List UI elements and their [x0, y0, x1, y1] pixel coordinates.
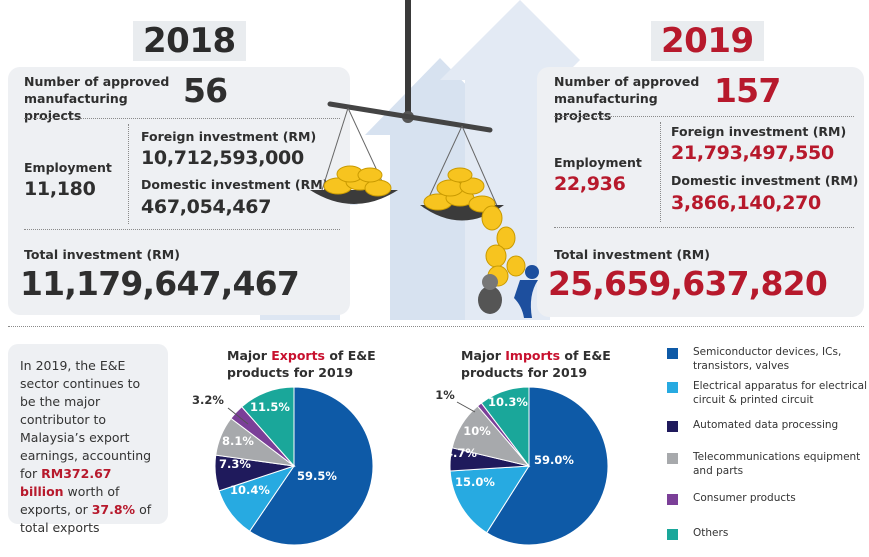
legend-item: Others [667, 526, 867, 540]
pie-slice [241, 386, 295, 468]
exports-chart-title: Major Exports of E&E products for 2019 [227, 347, 397, 381]
divider [554, 116, 854, 117]
pie-data-label: 1% [435, 388, 455, 402]
legend-swatch [667, 453, 678, 464]
section-separator [8, 326, 864, 327]
total-value-2019: 25,659,637,820 [548, 264, 828, 303]
legend-label: Automated data processing [693, 419, 839, 431]
legend-swatch [667, 421, 678, 432]
divider [128, 124, 129, 224]
pie-data-label: 7.3% [219, 457, 251, 471]
imports-chart-title: Major Imports of E&E products for 2019 [461, 347, 631, 381]
foreign-label-2019: Foreign investment (RM) [671, 124, 847, 139]
legend-label: Telecommunications equipment and parts [693, 451, 861, 477]
pie-data-label: 59.0% [534, 453, 574, 467]
year-2019-label: 2019 [651, 21, 764, 61]
info-text-c: of total exports [20, 502, 152, 535]
domestic-value-2018: 467,054,467 [141, 196, 272, 218]
employment-value-2018: 11,180 [24, 178, 96, 200]
pie-data-label: 3.2% [192, 393, 224, 407]
exports-title-prefix: Major [227, 348, 272, 363]
pie-data-label: 10% [463, 424, 491, 438]
imports-pie-chart: 59.0% 15.0% 4.7% 10% 1% 10.3% [435, 386, 609, 546]
legend-swatch [667, 382, 678, 393]
legend-swatch [667, 348, 678, 359]
legend-item: Semiconductor devices, ICs, transistors,… [667, 345, 867, 373]
pie-data-label: 11.5% [250, 400, 290, 414]
divider [554, 227, 854, 228]
balance-scale-illustration [310, 0, 539, 318]
info-text-a: In 2019, the E&E sector continues to be … [20, 358, 152, 481]
total-label-2018: Total investment (RM) [24, 247, 180, 262]
pie-data-label: 10.3% [488, 395, 528, 409]
pie-data-label: 59.5% [297, 469, 337, 483]
total-label-2019: Total investment (RM) [554, 247, 710, 262]
legend-item: Automated data processing [667, 418, 867, 432]
domestic-value-2019: 3,866,140,270 [671, 192, 821, 214]
exports-title-suffix: of E&E products for 2019 [227, 348, 376, 380]
employment-label-2018: Employment [24, 160, 112, 175]
legend-item: Consumer products [667, 491, 867, 505]
imports-title-prefix: Major [461, 348, 506, 363]
pie-slice [485, 386, 609, 546]
year-2018-label: 2018 [133, 21, 246, 61]
total-value-2018: 11,179,647,467 [20, 264, 300, 303]
legend-label: Consumer products [693, 492, 796, 504]
domestic-label-2018: Domestic investment (RM) [141, 177, 329, 192]
pie-data-label: 4.7% [445, 446, 477, 460]
imports-title-suffix: of E&E products for 2019 [461, 348, 611, 380]
imports-title-highlight: Imports [505, 348, 561, 363]
divider [660, 122, 661, 222]
pie-data-label: 8.1% [222, 434, 254, 448]
domestic-label-2019: Domestic investment (RM) [671, 173, 859, 188]
exports-pie-chart: 59.5% 10.4% 7.3% 8.1% 3.2% 11.5% [192, 386, 374, 546]
foreign-value-2019: 21,793,497,550 [671, 142, 834, 164]
legend-swatch [667, 494, 678, 505]
info-percent: 37.8% [91, 502, 136, 517]
panel-2018 [8, 67, 350, 315]
divider [24, 118, 340, 119]
pie-slice [480, 386, 530, 468]
projects-label-2018: Number of approved manufacturing project… [24, 74, 170, 123]
legend-swatch [667, 529, 678, 540]
pie-data-label: 10.4% [230, 483, 270, 497]
legend-item: Electrical apparatus for electrical circ… [667, 379, 867, 407]
leader-line [227, 407, 249, 425]
divider [24, 229, 340, 230]
legend-item: Telecommunications equipment and parts [667, 450, 867, 478]
pie-slice [248, 386, 374, 546]
foreign-value-2018: 10,712,593,000 [141, 147, 304, 169]
legend-label: Electrical apparatus for electrical circ… [693, 380, 867, 406]
info-amount: RM372.67 billion [20, 466, 112, 499]
panel-2019 [537, 67, 864, 317]
projects-value-2018: 56 [183, 71, 228, 110]
legend-label: Others [693, 527, 729, 539]
pie-slice [449, 465, 530, 534]
employment-value-2019: 22,936 [554, 173, 626, 195]
info-text-b: worth of exports, or [20, 484, 120, 517]
projects-label-2019: Number of approved manufacturing project… [554, 74, 700, 123]
leader-line [456, 401, 476, 413]
info-box: In 2019, the E&E sector continues to be … [8, 344, 168, 535]
pie-data-label: 15.0% [455, 475, 495, 489]
legend-label: Semiconductor devices, ICs, transistors,… [693, 346, 842, 372]
foreign-label-2018: Foreign investment (RM) [141, 129, 317, 144]
employment-label-2019: Employment [554, 155, 642, 170]
projects-value-2019: 157 [714, 71, 781, 110]
exports-title-highlight: Exports [271, 348, 325, 363]
